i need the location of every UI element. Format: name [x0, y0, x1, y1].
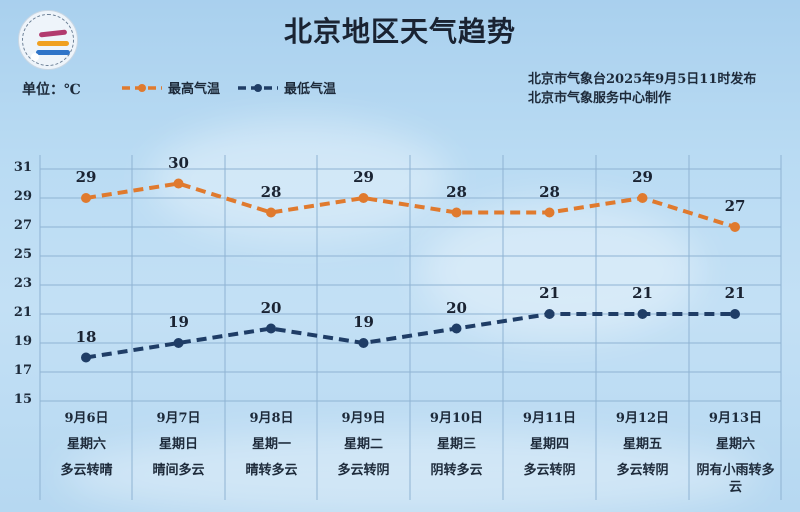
low-temp-value-label: 18 — [75, 327, 97, 346]
high-temp-point — [730, 222, 740, 232]
y-tick-label: 27 — [13, 218, 32, 233]
high-temp-value-label: 27 — [724, 197, 746, 215]
chart-title: 北京地区天气趋势 — [283, 15, 516, 48]
publisher-info: 北京市气象台2025年9月5日11时发布 北京市气象服务中心制作 — [528, 70, 756, 108]
day-weather: 多云转阴 — [523, 463, 576, 478]
low-temp-point — [730, 309, 740, 319]
high-temp-point — [451, 207, 462, 218]
day-column: 9月11日星期四多云转阴 — [503, 404, 596, 479]
navy-dashed-line-icon — [238, 83, 279, 92]
day-date: 9月13日 — [708, 411, 763, 426]
day-column: 9月8日星期一晴转多云 — [225, 404, 318, 479]
low-temp-point — [358, 338, 369, 348]
day-column: 9月10日星期三阴转多云 — [410, 404, 503, 479]
y-tick-label: 15 — [13, 392, 32, 407]
day-weekday: 星期三 — [436, 437, 476, 452]
background-cloud — [150, 120, 450, 240]
day-column: 9月6日星期六多云转晴 — [40, 404, 133, 479]
legend-item-high: 最高气温 — [120, 78, 220, 97]
high-temp-point — [544, 207, 555, 218]
y-tick-label: 17 — [13, 363, 32, 378]
day-date: 9月10日 — [429, 411, 484, 426]
y-tick-label: 19 — [13, 334, 32, 349]
high-temp-value-label: 29 — [632, 168, 653, 186]
low-temp-value-label: 21 — [632, 284, 653, 302]
low-temp-value-label: 20 — [446, 298, 467, 317]
day-weekday: 星期四 — [529, 437, 569, 452]
publish-time: 北京市气象台2025年9月5日11时发布 — [528, 72, 757, 87]
high-temp-point — [266, 207, 276, 218]
high-temp-point — [81, 193, 91, 203]
producer: 北京市气象服务中心制作 — [528, 91, 672, 106]
high-temp-point — [637, 193, 648, 203]
day-date: 9月11日 — [522, 411, 577, 426]
day-column: 9月9日星期二多云转阴 — [317, 404, 410, 479]
high-temp-points — [81, 178, 740, 232]
day-weather: 阴有小雨转多云 — [696, 463, 775, 495]
meteorological-service-logo-icon — [18, 10, 78, 70]
background-cloud — [420, 200, 700, 340]
day-date: 9月8日 — [249, 411, 294, 426]
day-date: 9月7日 — [156, 411, 201, 426]
high-temp-value-label: 28 — [260, 182, 282, 201]
low-temp-point — [173, 338, 184, 348]
day-date: 9月12日 — [615, 411, 670, 426]
low-temp-value-label: 21 — [724, 284, 746, 302]
legend-item-low: 最低气温 — [236, 78, 336, 97]
day-weekday: 星期日 — [158, 437, 198, 452]
orange-dashed-line-icon — [122, 83, 162, 92]
day-weekday: 星期六 — [66, 437, 106, 452]
y-tick-label: 31 — [13, 160, 32, 175]
chart-grid — [39, 155, 782, 500]
low-temp-value-label: 19 — [353, 313, 374, 331]
high-temp-value-label: 30 — [168, 153, 189, 172]
day-weather: 阴转多云 — [430, 463, 483, 478]
low-temp-value-label: 20 — [260, 298, 282, 317]
low-temp-point — [637, 309, 648, 319]
high-temp-point — [358, 193, 369, 203]
high-temp-line — [85, 181, 736, 229]
y-tick-label: 29 — [13, 189, 32, 204]
low-temp-value-label: 21 — [539, 284, 560, 302]
day-column: 9月13日星期六阴有小雨转多云 — [689, 404, 782, 496]
day-column: 9月7日星期日晴间多云 — [132, 404, 225, 479]
day-weather: 多云转晴 — [60, 463, 113, 478]
day-weekday: 星期一 — [251, 437, 291, 452]
day-weather: 多云转阴 — [616, 463, 669, 478]
day-weather: 晴间多云 — [152, 463, 205, 478]
day-weather: 晴转多云 — [245, 463, 298, 478]
high-temp-value-label: 29 — [353, 168, 374, 186]
y-tick-label: 23 — [13, 276, 32, 291]
unit-label: 单位：℃ — [22, 82, 81, 98]
day-date: 9月6日 — [64, 411, 109, 426]
day-column: 9月12日星期五多云转阴 — [596, 404, 689, 479]
low-temp-point — [451, 323, 462, 334]
legend: 最高气温 最低气温 — [120, 78, 336, 97]
low-temp-line — [85, 312, 735, 360]
y-tick-label: 21 — [13, 305, 32, 320]
day-date: 9月9日 — [341, 411, 386, 426]
day-weekday: 星期五 — [622, 437, 662, 452]
low-temp-point — [266, 323, 276, 334]
high-temp-value-label: 28 — [539, 182, 560, 201]
high-temp-value-label: 28 — [446, 182, 467, 201]
day-weather: 多云转阴 — [337, 463, 390, 478]
high-temp-value-label: 29 — [75, 168, 97, 186]
day-weekday: 星期二 — [343, 437, 383, 452]
y-tick-label: 25 — [13, 247, 32, 262]
low-temp-point — [544, 309, 555, 319]
legend-high-label: 最高气温 — [168, 82, 221, 97]
high-temp-point — [173, 178, 184, 189]
low-temp-point — [81, 352, 91, 363]
day-weekday: 星期六 — [715, 437, 755, 452]
low-temp-value-label: 19 — [168, 313, 189, 331]
low-temp-points — [81, 309, 740, 363]
legend-low-label: 最低气温 — [284, 82, 337, 97]
